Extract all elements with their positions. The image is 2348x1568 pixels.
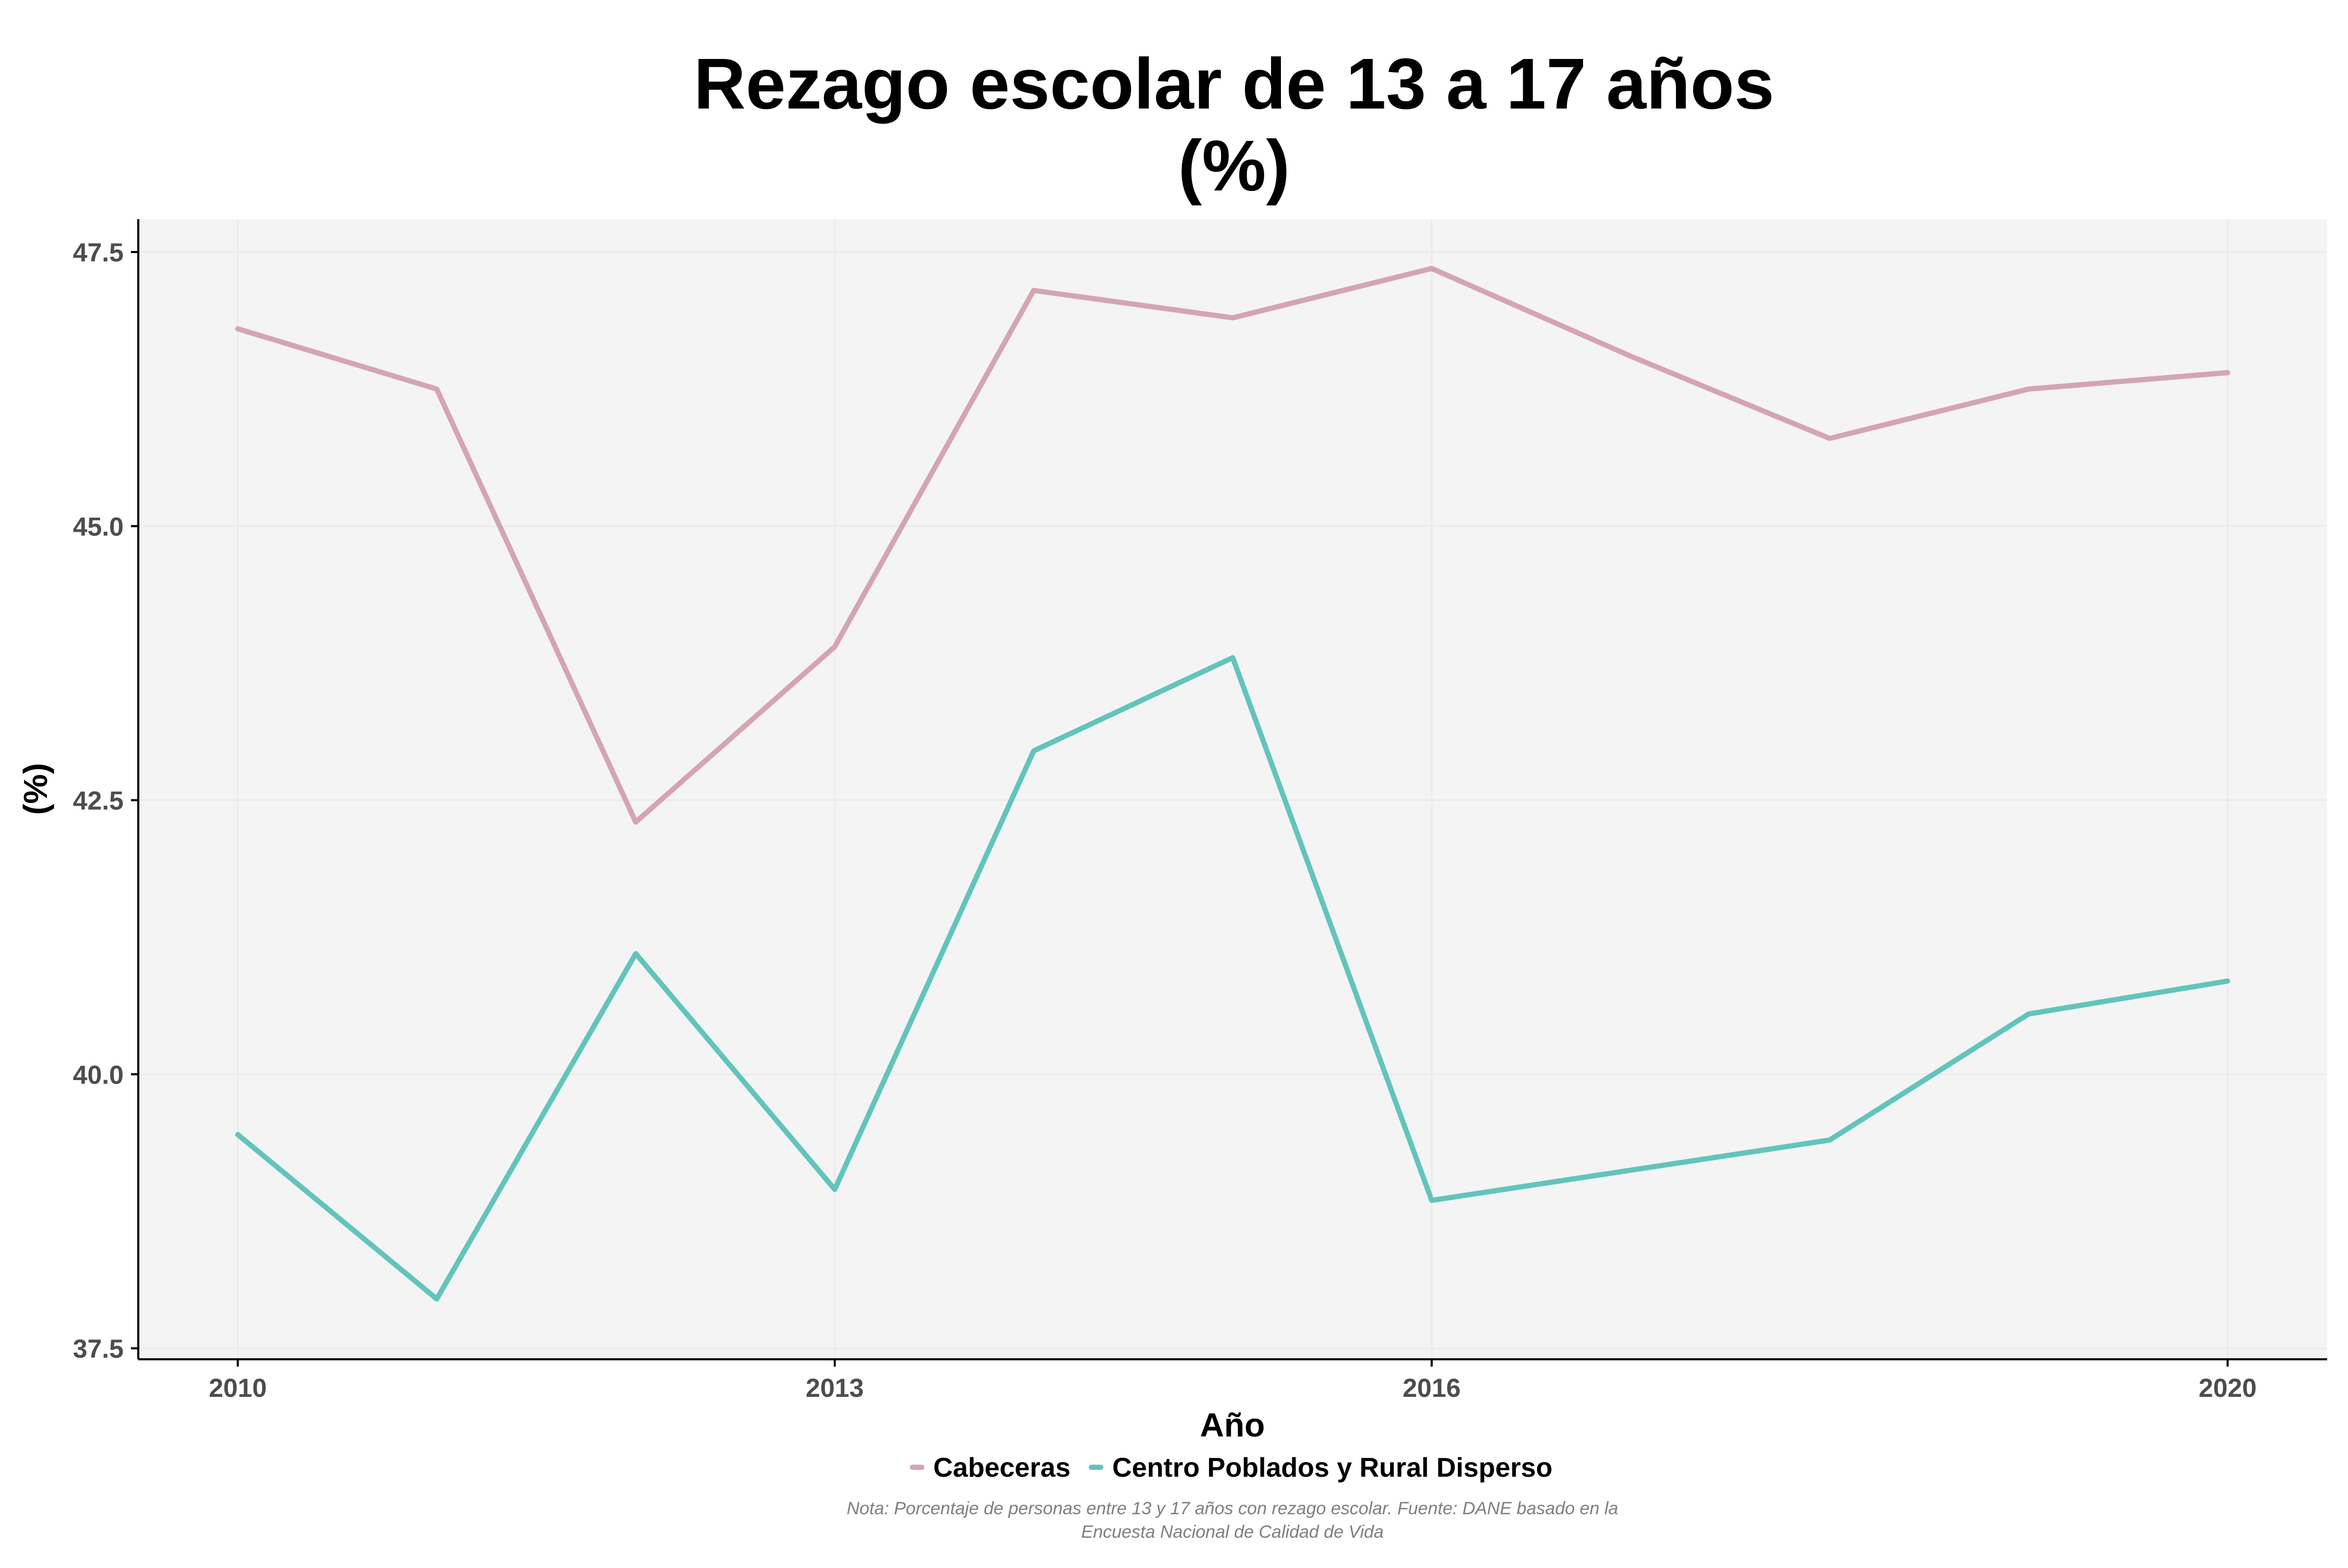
note-line-2: Encuesta Nacional de Calidad de Vida bbox=[1081, 1522, 1384, 1542]
chart-subtitle: (%) bbox=[1178, 126, 1290, 206]
y-tick-label-1: 40.0 bbox=[73, 1060, 124, 1090]
plot-panel bbox=[138, 219, 2327, 1359]
y-axis-label: (%) bbox=[17, 763, 54, 815]
x-tick-label-0: 2010 bbox=[209, 1373, 267, 1403]
series-lines bbox=[235, 266, 2231, 1302]
x-tick-label-1: 2013 bbox=[806, 1373, 864, 1403]
y-tick-label-2: 42.5 bbox=[73, 786, 124, 816]
y-tick-label-0: 37.5 bbox=[73, 1334, 124, 1363]
series-line-1 bbox=[235, 655, 2231, 1302]
x-axis-label: Año bbox=[1200, 1406, 1265, 1444]
y-axis-ticks: 37.5 40.0 42.5 45.0 47.5 bbox=[73, 238, 138, 1363]
chart-title: Rezago escolar de 13 a 17 años bbox=[693, 44, 1774, 124]
note-line-1: Nota: Porcentaje de personas entre 13 y … bbox=[847, 1499, 1619, 1518]
x-tick-label-3: 2020 bbox=[2199, 1373, 2257, 1403]
legend-label-1: Centro Poblados y Rural Disperso bbox=[1112, 1453, 1553, 1483]
gridlines bbox=[138, 219, 2327, 1359]
series-line-0 bbox=[235, 266, 2231, 825]
legend-label-0: Cabeceras bbox=[933, 1453, 1071, 1483]
x-tick-label-2: 2016 bbox=[1403, 1373, 1460, 1403]
x-axis-ticks: 2010 2013 2016 2020 bbox=[209, 1359, 2257, 1403]
y-tick-label-4: 47.5 bbox=[73, 238, 124, 267]
y-tick-label-3: 45.0 bbox=[73, 512, 124, 541]
legend: Cabeceras Centro Poblados y Rural Dispers… bbox=[909, 1453, 1553, 1483]
